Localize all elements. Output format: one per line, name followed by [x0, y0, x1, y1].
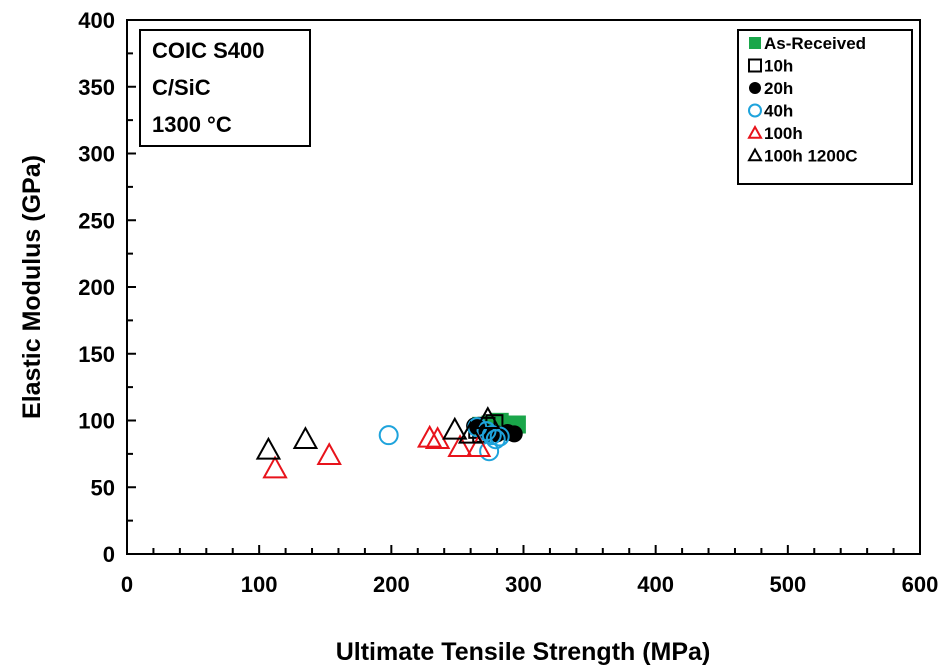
data-point-40h	[378, 425, 399, 446]
x-tick-label: 200	[373, 572, 410, 597]
x-axis-ticks	[126, 545, 921, 554]
legend: As-Received 10h 20h 40h 100h 100h 1200C	[737, 29, 913, 185]
data-point-100h-1200c	[457, 420, 484, 444]
data-point-20h	[505, 425, 523, 443]
x-tick-label: 600	[902, 572, 939, 597]
legend-marker-40h	[748, 103, 762, 118]
legend-marker-100h	[747, 124, 763, 139]
data-points	[255, 406, 526, 479]
y-tick-label: 50	[91, 475, 115, 500]
data-point-40h	[481, 425, 502, 446]
legend-label-20h: 20h	[764, 79, 793, 98]
legend-marker-as-received	[749, 37, 761, 49]
legend-item-20h: 20h	[749, 79, 793, 98]
legend-item-100h: 100h	[747, 124, 803, 143]
data-point-100h-1200c	[442, 416, 468, 440]
x-axis-tick-labels: 0 100 200 300 400 500 600	[121, 572, 938, 597]
legend-frame	[737, 29, 913, 185]
data-point-100h	[316, 442, 342, 466]
y-tick-label: 100	[78, 409, 115, 434]
legend-marker-100h-1200c	[747, 147, 763, 162]
info-box: COIC S400 C/SiC 1300 °C	[139, 29, 311, 147]
data-point-100h	[262, 455, 288, 479]
y-axis-tick-labels: 0 50 100 150 200 250 300 350 400	[78, 8, 115, 567]
plot-area-frame	[126, 19, 921, 555]
info-line-material: COIC S400	[152, 38, 265, 63]
x-tick-label: 100	[241, 572, 278, 597]
y-tick-label: 200	[78, 275, 115, 300]
legend-item-40h: 40h	[748, 102, 793, 121]
y-axis-ticks	[127, 19, 136, 555]
x-tick-label: 500	[769, 572, 806, 597]
data-point-100h	[416, 424, 443, 448]
legend-marker-20h	[749, 82, 761, 94]
data-point-100h-1200c	[475, 406, 501, 429]
data-point-100h	[465, 434, 492, 457]
legend-item-10h: 10h	[748, 57, 793, 76]
data-point-40h	[479, 441, 500, 462]
y-tick-label: 0	[103, 542, 115, 567]
y-tick-label: 350	[78, 75, 115, 100]
legend-label-as-received: As-Received	[764, 34, 866, 53]
x-axis-title: Ultimate Tensile Strength (MPa)	[336, 638, 711, 666]
x-tick-label: 300	[505, 572, 542, 597]
legend-label-10h: 10h	[764, 57, 793, 76]
data-point-40h	[485, 429, 506, 450]
legend-label-100h: 100h	[764, 124, 803, 143]
legend-item-as-received: As-Received	[749, 34, 866, 53]
x-tick-label: 0	[121, 572, 133, 597]
data-point-100h-1200c	[255, 436, 282, 460]
x-tick-label: 400	[637, 572, 674, 597]
y-tick-label: 400	[78, 8, 115, 33]
info-box-frame	[139, 29, 311, 147]
y-axis-title: Elastic Modulus (GPa)	[18, 155, 46, 419]
legend-label-40h: 40h	[764, 102, 793, 121]
legend-item-100h-1200c: 100h 1200C	[747, 147, 858, 166]
info-line-composite: C/SiC	[152, 75, 211, 100]
legend-label-100h-1200c: 100h 1200C	[764, 147, 858, 166]
y-tick-label: 250	[78, 208, 115, 233]
data-point-100h	[447, 434, 473, 457]
info-line-temperature: 1300 °C	[152, 112, 232, 137]
legend-marker-10h	[748, 58, 762, 73]
data-point-100h-1200c	[292, 426, 319, 449]
y-tick-label: 150	[78, 342, 115, 367]
y-tick-label: 300	[78, 142, 115, 167]
